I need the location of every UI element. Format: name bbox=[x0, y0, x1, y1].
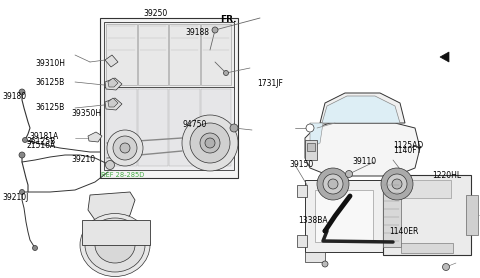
Text: 21516A: 21516A bbox=[26, 141, 56, 150]
Bar bbox=[169, 24, 200, 85]
Ellipse shape bbox=[323, 229, 327, 233]
Text: FR.: FR. bbox=[220, 15, 236, 24]
Text: 39210: 39210 bbox=[71, 155, 95, 164]
Text: 39150: 39150 bbox=[289, 160, 313, 168]
Ellipse shape bbox=[381, 168, 413, 200]
Bar bbox=[383, 175, 471, 255]
Ellipse shape bbox=[224, 71, 228, 76]
Ellipse shape bbox=[113, 136, 137, 160]
Text: 39210J: 39210J bbox=[2, 193, 29, 202]
Text: 1140ER: 1140ER bbox=[389, 227, 418, 236]
Bar bbox=[401, 243, 453, 253]
Text: 36125B: 36125B bbox=[36, 103, 65, 112]
Bar bbox=[104, 87, 234, 170]
Bar bbox=[137, 89, 168, 166]
Bar bbox=[305, 252, 325, 262]
Polygon shape bbox=[108, 78, 118, 87]
Polygon shape bbox=[88, 192, 135, 220]
Polygon shape bbox=[108, 98, 118, 107]
Ellipse shape bbox=[306, 124, 314, 132]
Bar bbox=[137, 24, 168, 85]
Ellipse shape bbox=[212, 27, 218, 33]
Text: REF 28-285D: REF 28-285D bbox=[101, 172, 144, 178]
Polygon shape bbox=[105, 78, 122, 90]
Bar bbox=[100, 18, 238, 178]
Text: 1338BA: 1338BA bbox=[299, 216, 328, 225]
Text: 39250: 39250 bbox=[143, 9, 168, 18]
Bar bbox=[383, 183, 401, 247]
Bar bbox=[297, 185, 307, 197]
Ellipse shape bbox=[20, 190, 24, 195]
Text: 39180: 39180 bbox=[2, 92, 26, 101]
Text: 39110: 39110 bbox=[352, 157, 376, 166]
Ellipse shape bbox=[80, 214, 150, 277]
Text: 39188: 39188 bbox=[185, 28, 209, 37]
Bar bbox=[106, 24, 136, 85]
Text: 39350H: 39350H bbox=[71, 109, 101, 118]
Polygon shape bbox=[322, 96, 400, 123]
Polygon shape bbox=[310, 123, 323, 148]
Text: 36125B: 36125B bbox=[26, 137, 56, 146]
Ellipse shape bbox=[322, 261, 328, 267]
Bar bbox=[106, 89, 136, 166]
Text: 39181A: 39181A bbox=[30, 132, 59, 141]
Ellipse shape bbox=[23, 138, 27, 143]
Text: 1731JF: 1731JF bbox=[257, 80, 283, 88]
Ellipse shape bbox=[392, 179, 402, 189]
Bar bbox=[305, 180, 383, 252]
Text: 1140FY: 1140FY bbox=[394, 146, 422, 155]
Bar bbox=[305, 140, 317, 160]
Text: 1125AD: 1125AD bbox=[394, 141, 424, 150]
Ellipse shape bbox=[387, 174, 407, 194]
Text: 36125B: 36125B bbox=[36, 78, 65, 87]
Bar bbox=[169, 89, 200, 166]
Ellipse shape bbox=[200, 133, 220, 153]
Ellipse shape bbox=[317, 168, 349, 200]
Text: 39310H: 39310H bbox=[36, 59, 65, 68]
Bar bbox=[104, 22, 234, 89]
Bar bbox=[307, 143, 315, 151]
Ellipse shape bbox=[19, 89, 25, 95]
Polygon shape bbox=[105, 55, 118, 67]
Ellipse shape bbox=[328, 179, 338, 189]
Ellipse shape bbox=[106, 160, 115, 170]
Ellipse shape bbox=[182, 115, 238, 171]
Ellipse shape bbox=[85, 218, 145, 272]
Ellipse shape bbox=[230, 124, 238, 132]
Polygon shape bbox=[88, 132, 102, 142]
Bar bbox=[201, 24, 231, 85]
Ellipse shape bbox=[205, 138, 215, 148]
Polygon shape bbox=[440, 52, 449, 62]
Ellipse shape bbox=[33, 245, 37, 250]
Ellipse shape bbox=[323, 174, 343, 194]
Bar bbox=[466, 195, 478, 235]
Polygon shape bbox=[105, 98, 122, 110]
Ellipse shape bbox=[107, 130, 143, 166]
Ellipse shape bbox=[190, 123, 230, 163]
Ellipse shape bbox=[95, 227, 135, 263]
Ellipse shape bbox=[120, 143, 130, 153]
Bar bbox=[201, 89, 231, 166]
Bar bbox=[82, 220, 150, 245]
Ellipse shape bbox=[346, 170, 352, 177]
Polygon shape bbox=[305, 123, 420, 176]
Polygon shape bbox=[320, 93, 405, 123]
Ellipse shape bbox=[443, 264, 449, 270]
Bar bbox=[297, 235, 307, 247]
Bar bbox=[315, 190, 373, 242]
Bar bbox=[403, 180, 451, 198]
Text: 94750: 94750 bbox=[182, 120, 207, 129]
Text: 1220HL: 1220HL bbox=[432, 171, 461, 180]
Ellipse shape bbox=[19, 152, 25, 158]
